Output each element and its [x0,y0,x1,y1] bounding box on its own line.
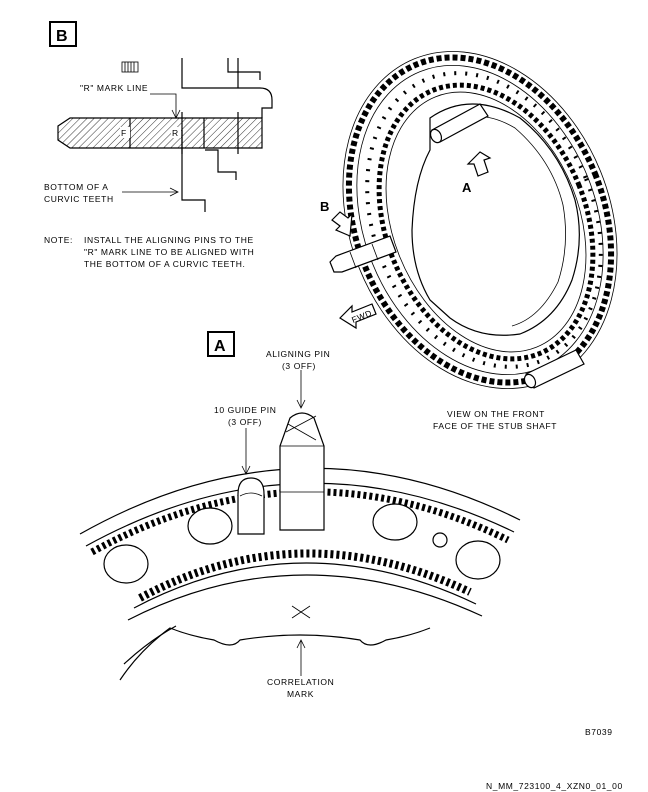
view-arrow-b [331,211,353,237]
detail-b-housing [181,58,273,212]
detail-b-r-mark-leader [150,93,177,118]
fwd-arrow-label: FWD [350,308,373,325]
main-aligning-pin-left [329,235,397,273]
stub-shaft-outer-ring [345,54,615,386]
guide-pin-label-1: 10 GUIDE PIN [214,405,276,415]
detail-b-pin-mark-f: F [121,128,127,138]
detail-b-bottom-label-1: BOTTOM OF A [44,182,109,192]
note-prefix: NOTE: [44,235,73,245]
document-ref: N_MM_723100_4_XZN0_01_00 [486,781,623,791]
detail-a-small-hole [432,532,448,548]
stub-shaft-bolt-holes [365,71,603,369]
detail-b-box [49,21,77,47]
detail-b-r-mark-label: "R" MARK LINE [80,83,148,93]
figure-code: B7039 [585,727,613,737]
view-arrow-a-label: A [462,180,472,195]
detail-a-guide-pin [237,477,265,535]
detail-a-bolt-hole-1 [103,544,149,584]
main-aligning-pin-top [429,103,489,144]
correlation-label-1: CORRELATION [267,677,334,687]
detail-a-aligning-pin [279,412,325,531]
detail-a-bolt-hole-2 [187,507,233,545]
detail-b-bottom-label-2: CURVIC TEETH [44,194,114,204]
stub-shaft-inner-ring [376,82,596,362]
aligning-pin-label-1: ALIGNING PIN [266,349,330,359]
stub-shaft-inner-face [411,103,580,336]
note-line-2: "R" MARK LINE TO BE ALIGNED WITH [84,247,254,257]
detail-a-group: A CORRELATION MARK 10 GUIDE PIN [79,331,521,699]
fwd-arrow-icon: FWD [339,303,377,330]
detail-b-pin-mark-r: R [172,128,179,138]
note-line-3: THE BOTTOM OF A CURVIC TEETH. [84,259,245,269]
correlation-mark-icon [291,605,311,619]
view-arrow-b-label: B [320,199,329,214]
detail-a-inner-face [119,627,431,681]
detail-a-bolt-hole-3 [372,503,418,541]
view-caption-line-1: VIEW ON THE FRONT [447,409,545,419]
detail-b-spline-stub [121,61,139,73]
view-caption-line-2: FACE OF THE STUB SHAFT [433,421,557,431]
aligning-pin-label-2: (3 OFF) [282,361,316,371]
main-aligning-pin-bottom [523,349,585,389]
note-group: NOTE: INSTALL THE ALIGNING PINS TO THE "… [44,235,254,269]
detail-b-group: B F R "R" MARK LINE BOTTOM OF A CURVIC T… [44,21,273,212]
detail-b-aligning-pin [57,117,263,149]
detail-a-inner-teeth [138,549,472,602]
detail-a-box-label: A [214,338,226,355]
note-line-1: INSTALL THE ALIGNING PINS TO THE [84,235,254,245]
stub-shaft-view: A B FWD VIEW ON THE FRONT FACE OF THE ST… [320,51,618,431]
guide-pin-label-2: (3 OFF) [228,417,262,427]
view-arrow-a [466,151,492,177]
detail-a-bolt-hole-4 [455,540,501,580]
detail-b-box-label: B [56,28,68,45]
correlation-label-2: MARK [287,689,314,699]
detail-a-box [207,331,235,357]
